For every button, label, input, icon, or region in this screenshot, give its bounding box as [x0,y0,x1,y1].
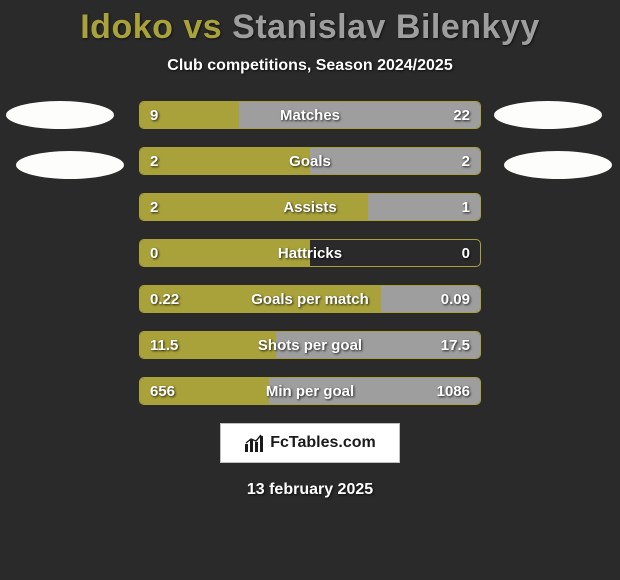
player-placeholder-ellipse [504,151,612,179]
stat-row: 0.220.09Goals per match [139,285,481,313]
stat-row: 11.517.5Shots per goal [139,331,481,359]
date: 13 february 2025 [0,481,620,499]
stat-label: Hattricks [140,240,480,266]
stat-row: 00Hattricks [139,239,481,267]
player2-name: Stanislav Bilenkyy [232,8,540,46]
stat-label: Min per goal [140,378,480,404]
logo-text: FcTables.com [270,434,376,452]
player-placeholder-ellipse [6,101,114,129]
stat-row: 922Matches [139,101,481,129]
stat-label: Matches [140,102,480,128]
stat-label: Goals [140,148,480,174]
player-placeholder-ellipse [16,151,124,179]
stat-row: 22Goals [139,147,481,175]
subtitle: Club competitions, Season 2024/2025 [0,57,620,75]
stat-row: 21Assists [139,193,481,221]
logo-bars-icon [244,434,266,452]
chart-area: 922Matches 22Goals 21Assists 00Hattricks 0.2… [0,101,620,405]
stat-label: Shots per goal [140,332,480,358]
comparison-title: Idoko vs Stanislav Bilenkyy [0,0,620,47]
logo-box: FcTables.com [220,423,400,463]
player1-name: Idoko [80,8,173,46]
stat-label: Goals per match [140,286,480,312]
player-placeholder-ellipse [494,101,602,129]
stat-label: Assists [140,194,480,220]
stat-row: 6561086Min per goal [139,377,481,405]
vs-text: vs [183,8,222,46]
